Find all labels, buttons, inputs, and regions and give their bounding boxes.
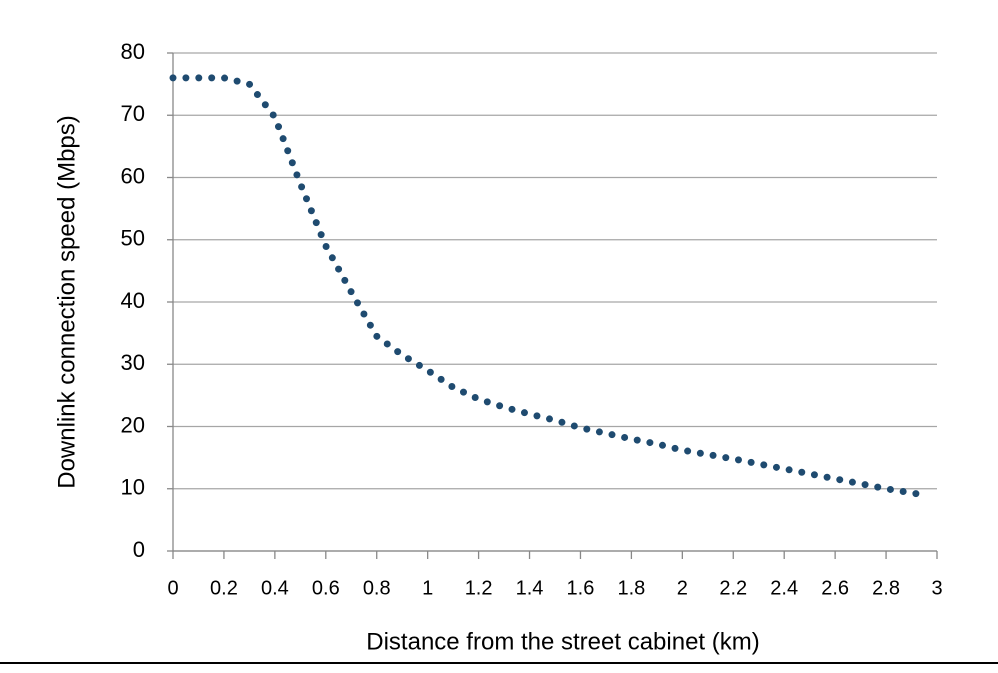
x-tick-label: 3 xyxy=(931,577,942,599)
y-tick-label: 30 xyxy=(121,350,145,375)
y-tick-label: 70 xyxy=(121,101,145,126)
data-line xyxy=(169,74,928,499)
x-tick-label: 0.4 xyxy=(261,577,289,599)
y-tick-label: 50 xyxy=(121,226,145,251)
x-tick-label: 2.4 xyxy=(770,577,798,599)
x-tick-label: 0 xyxy=(167,577,178,599)
y-tick-label: 20 xyxy=(121,412,145,437)
y-tick-label: 40 xyxy=(121,288,145,313)
x-tick-label: 1.2 xyxy=(465,577,493,599)
y-axis-title: Downlink connection speed (Mbps) xyxy=(53,115,80,489)
x-axis-title: Distance from the street cabinet (km) xyxy=(366,628,759,655)
y-tick-label: 80 xyxy=(121,39,145,64)
y-tick-label: 60 xyxy=(121,163,145,188)
x-tick-label: 1 xyxy=(422,577,433,599)
x-tick-label: 2 xyxy=(677,577,688,599)
x-tick-label: 0.6 xyxy=(312,577,340,599)
y-tick-label: 0 xyxy=(133,537,145,562)
x-tick-label: 2.8 xyxy=(872,577,900,599)
x-tick-label: 2.6 xyxy=(821,577,849,599)
x-tick-label: 1.8 xyxy=(617,577,645,599)
x-tick-label: 1.6 xyxy=(567,577,595,599)
y-tick-label: 10 xyxy=(121,475,145,500)
x-tick-label: 1.4 xyxy=(516,577,544,599)
x-tick-label: 2.2 xyxy=(719,577,747,599)
x-tick-label: 0.2 xyxy=(210,577,238,599)
x-tick-label: 0.8 xyxy=(363,577,391,599)
